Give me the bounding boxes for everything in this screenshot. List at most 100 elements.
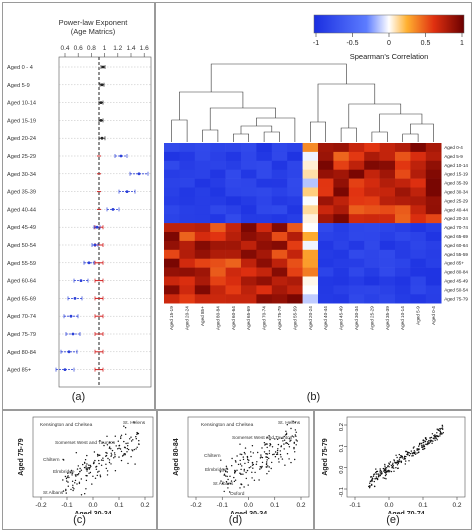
- heatmap-cell: [179, 249, 196, 259]
- heatmap-cell: [241, 267, 257, 277]
- scatter-point: [372, 475, 375, 477]
- scatter-point: [248, 459, 250, 461]
- heatmap-cell: [256, 240, 273, 251]
- scatter-point: [245, 477, 247, 480]
- heatmap-cell: [271, 276, 288, 286]
- heatmap-cell: [225, 258, 242, 268]
- scatter-point: [234, 472, 236, 474]
- heatmap-cell: [318, 285, 334, 295]
- scatter-point: [74, 479, 77, 482]
- scatter-point: [384, 463, 386, 466]
- scatter-point: [292, 420, 294, 422]
- scatter-point: [114, 435, 117, 437]
- scatter-point: [251, 471, 253, 473]
- heatmap-cell: [379, 240, 396, 251]
- heatmap-cell: [410, 285, 427, 295]
- scatter-point: [74, 474, 77, 476]
- heatmap-cell: [395, 214, 411, 224]
- scatter-point: [221, 482, 224, 485]
- scatter-point: [86, 475, 88, 477]
- scatter-point: [271, 446, 274, 448]
- scatter-point: [285, 432, 288, 434]
- heatmap-row-label: Aged 20-24: [444, 216, 468, 221]
- scatter-point: [424, 440, 427, 443]
- scatter-x-tick-label: -0.2: [190, 502, 202, 509]
- estimate-point: [69, 314, 73, 318]
- scatter-point: [246, 455, 249, 458]
- heatmap-cell: [256, 143, 273, 153]
- heatmap-cell: [302, 276, 319, 286]
- scatter-point: [96, 453, 99, 456]
- heatmap-cell: [379, 196, 396, 206]
- scatter-point: [240, 473, 242, 475]
- scatter-point: [283, 439, 286, 441]
- heatmap-cell: [256, 169, 273, 179]
- estimate-point: [93, 243, 97, 247]
- scatter-point: [392, 467, 395, 469]
- heatmap-cell: [164, 294, 180, 304]
- heatmap-column-label: Aged 20-24: [308, 306, 313, 330]
- scatter-point: [113, 452, 116, 454]
- heatmap-cell: [302, 178, 319, 188]
- heatmap-cell: [410, 205, 427, 215]
- heatmap-cell: [395, 143, 411, 153]
- age-group-label: Aged 55-59: [7, 261, 36, 267]
- scatter-point: [80, 494, 83, 496]
- heatmap-cell: [348, 258, 365, 268]
- scatter-point: [130, 440, 133, 442]
- scatter-point: [294, 421, 297, 423]
- scatter-point: [126, 451, 128, 453]
- heatmap-cell: [210, 249, 226, 259]
- heatmap-column-label: Aged 30-34: [354, 306, 359, 330]
- heatmap-cell: [256, 151, 273, 162]
- scatter-point: [293, 448, 295, 450]
- heatmap-cell: [194, 276, 211, 286]
- scatter-point: [263, 451, 266, 453]
- district-label: Kensington and Chelsea: [40, 422, 93, 428]
- scatter-point: [436, 428, 438, 430]
- forest-title-line2: (Age Matrics): [71, 27, 116, 36]
- heatmap-cell: [395, 267, 411, 277]
- heatmap-cell: [271, 267, 288, 277]
- scatter-point: [127, 445, 129, 447]
- heatmap-cell: [333, 214, 350, 224]
- scatter-point: [229, 482, 232, 485]
- heatmap-row-label: Aged 85+: [444, 261, 464, 266]
- heatmap-cell: [225, 143, 242, 153]
- scatter-point: [425, 438, 428, 441]
- heatmap-column-label: Aged 35-39: [385, 306, 390, 330]
- scatter-point: [83, 466, 86, 469]
- scatter-point: [105, 463, 107, 465]
- scatter-point: [277, 448, 279, 450]
- scatter-point: [428, 442, 430, 444]
- heatmap-cell: [179, 276, 196, 286]
- heatmap-cell: [410, 169, 427, 179]
- heatmap-column-label: Aged 85+: [200, 306, 205, 326]
- scatter-point: [234, 460, 237, 462]
- heatmap-cell: [194, 249, 211, 259]
- scatter-point: [293, 436, 295, 438]
- heatmap-cell: [425, 232, 442, 242]
- heatmap-cell: [364, 160, 380, 170]
- scatter-point: [239, 463, 242, 465]
- scatter-point: [423, 445, 426, 448]
- scatter-point: [72, 486, 74, 489]
- scatter-point: [225, 465, 228, 467]
- scatter-point: [120, 436, 122, 438]
- scatter-point: [256, 461, 258, 463]
- scatter-point: [296, 440, 298, 442]
- heatmap-row-label: Aged 75-79: [444, 296, 468, 301]
- heatmap-cell: [333, 169, 350, 179]
- heatmap-cell: [256, 267, 273, 277]
- scatter-point: [295, 431, 297, 433]
- scatter-point: [252, 463, 254, 466]
- heatmap-cell: [379, 276, 396, 286]
- scatter-point: [94, 459, 96, 462]
- heatmap-column-label: Aged 20-24: [185, 306, 190, 330]
- heatmap-cell: [318, 151, 334, 162]
- heatmap-cell: [241, 196, 257, 206]
- heatmap-row-label: Aged 15-19: [444, 172, 468, 177]
- heatmap-cell: [410, 240, 427, 251]
- scatter-point: [266, 459, 268, 461]
- estimate-point: [101, 65, 105, 69]
